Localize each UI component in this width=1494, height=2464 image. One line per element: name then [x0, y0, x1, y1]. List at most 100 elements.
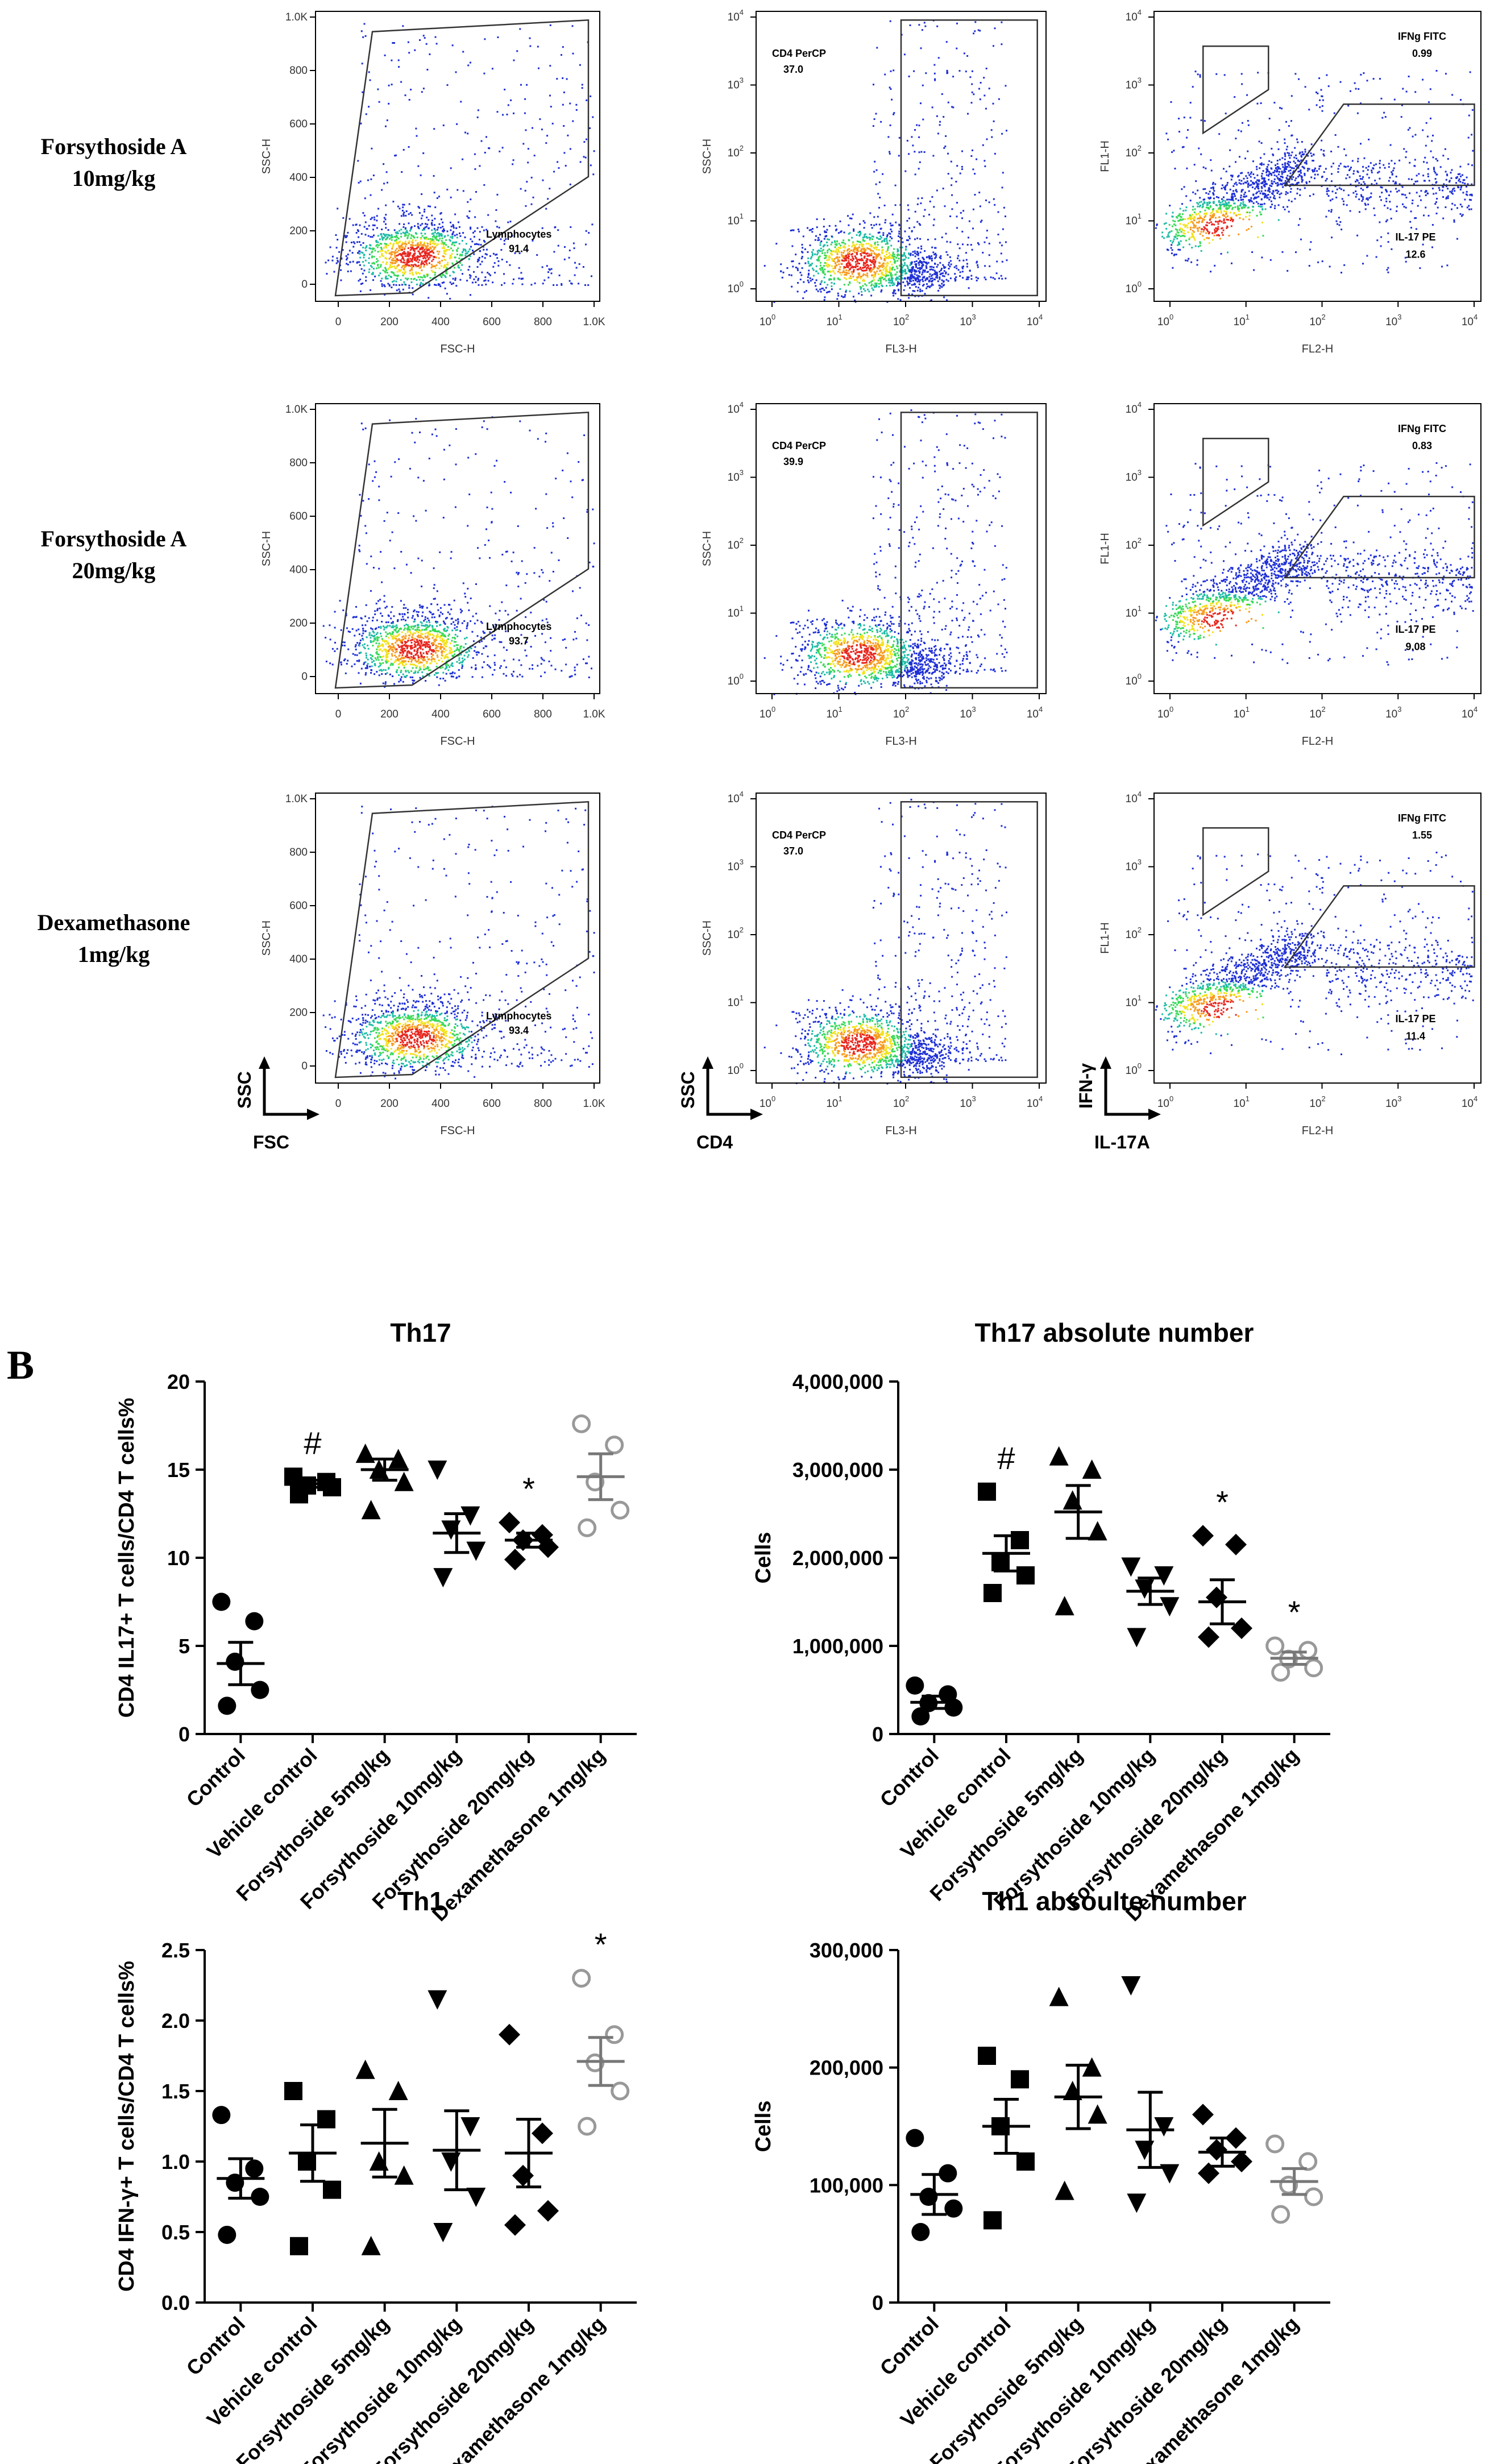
cell-dot [820, 247, 822, 250]
cell-dot [1240, 190, 1243, 193]
cell-dot [1398, 189, 1400, 192]
cell-dot [552, 522, 554, 524]
cell-dot [873, 284, 875, 287]
cell-dot [416, 259, 418, 260]
cell-dot [422, 283, 424, 285]
cell-dot [857, 272, 860, 275]
cell-dot [438, 223, 441, 225]
cell-dot [378, 101, 380, 103]
cell-dot [847, 266, 849, 268]
cell-dot [1289, 166, 1291, 168]
cell-dot [1329, 266, 1331, 268]
cell-dot [888, 279, 890, 281]
cell-dot [1171, 252, 1173, 255]
cell-dot [470, 646, 471, 649]
y-tick-label: 101 [1126, 212, 1142, 227]
cell-dot [914, 255, 916, 258]
cell-dot [437, 656, 439, 658]
cell-dot [1370, 162, 1372, 164]
cell-dot [446, 249, 449, 251]
cell-dot [914, 263, 916, 266]
cell-dot [909, 271, 911, 273]
cell-dot [891, 237, 893, 239]
cell-dot [1462, 214, 1464, 216]
cell-dot [1234, 182, 1236, 185]
y-axis-label: SSC-H [260, 139, 273, 174]
cell-dot [894, 262, 896, 264]
cell-dot [1267, 170, 1269, 172]
cell-dot [1265, 174, 1268, 176]
cell-dot [885, 251, 887, 252]
cell-dot [892, 266, 894, 268]
cell-dot [1218, 207, 1220, 209]
y-tick-label: 103 [728, 76, 744, 92]
cell-dot [376, 215, 378, 217]
cell-dot [1269, 184, 1271, 186]
cell-dot [461, 258, 463, 260]
cell-dot [1224, 200, 1226, 202]
cell-dot [384, 234, 386, 237]
cell-dot [901, 271, 903, 273]
cell-dot [1312, 171, 1314, 173]
cell-dot [452, 250, 454, 252]
cell-dot [1390, 218, 1392, 219]
cell-dot [466, 280, 468, 282]
cell-dot [434, 284, 435, 286]
cell-dot [368, 71, 370, 73]
cell-dot [426, 662, 428, 664]
cell-dot [404, 233, 406, 235]
cell-dot [1379, 221, 1381, 223]
cell-dot [359, 224, 361, 226]
cell-dot [884, 73, 886, 76]
cell-dot [1258, 183, 1260, 185]
cell-dot [390, 237, 392, 239]
cell-dot [1379, 163, 1381, 164]
cell-dot [839, 279, 841, 281]
cell-dot [865, 264, 868, 267]
cell-dot [846, 263, 848, 265]
cell-dot [425, 624, 427, 626]
cell-dot [843, 267, 845, 269]
x-tick-label: 800 [534, 316, 552, 328]
cell-dot [564, 246, 566, 248]
cell-dot [1225, 213, 1227, 214]
cell-dot [1299, 151, 1301, 154]
cell-dot [880, 291, 882, 293]
cell-dot [532, 196, 534, 198]
cell-dot [437, 239, 439, 242]
cell-dot [436, 233, 438, 235]
cell-dot [430, 251, 432, 253]
cell-dot [422, 152, 425, 154]
cell-dot [1175, 233, 1177, 235]
cell-dot [467, 132, 469, 135]
cell-dot [962, 243, 964, 246]
cell-dot [1192, 86, 1194, 88]
cell-dot [1345, 154, 1347, 156]
cell-dot [863, 262, 865, 264]
cell-dot [910, 277, 912, 280]
cell-dot [352, 241, 355, 243]
cell-dot [1283, 171, 1285, 173]
cell-dot [359, 279, 362, 280]
cell-dot [1276, 141, 1279, 143]
cell-dot [1270, 173, 1272, 175]
cell-dot [1227, 202, 1230, 204]
cell-dot [851, 273, 853, 275]
cell-dot [416, 665, 418, 667]
cell-dot [870, 244, 872, 246]
cell-dot [899, 246, 902, 248]
cell-dot [396, 242, 398, 244]
cell-dot [1337, 146, 1339, 148]
cell-dot [1184, 218, 1186, 220]
cell-dot [445, 270, 447, 272]
cell-dot [1422, 129, 1424, 131]
cell-dot [817, 259, 820, 260]
cell-dot [391, 234, 393, 236]
cell-dot [445, 276, 447, 278]
cell-dot [1246, 229, 1248, 231]
cell-dot [360, 251, 363, 254]
cell-dot [495, 254, 497, 256]
cell-dot [1367, 204, 1370, 206]
cell-dot [401, 258, 404, 260]
cell-dot [442, 633, 444, 635]
